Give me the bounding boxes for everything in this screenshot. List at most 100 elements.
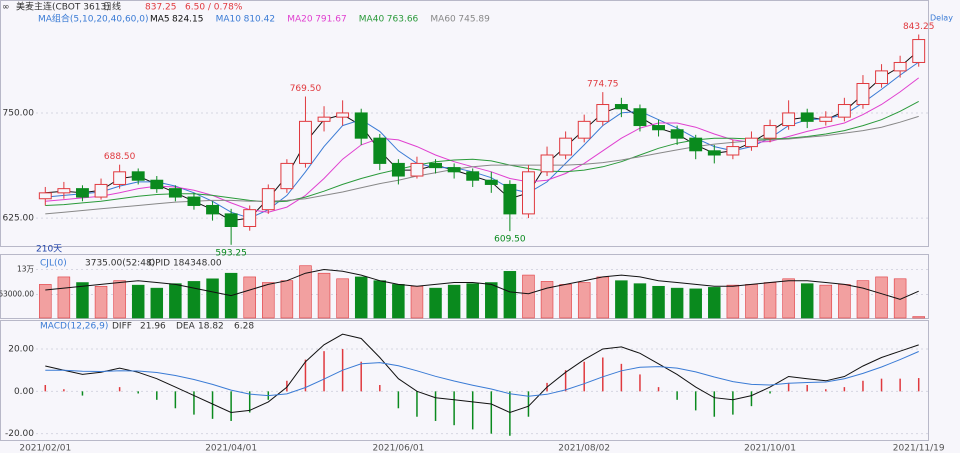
candle-body (280, 162, 294, 190)
macd-panel (0, 320, 929, 441)
extreme-label: 593.25 (215, 248, 247, 258)
volume-bar (800, 283, 814, 319)
oi-line (45, 268, 919, 300)
x-tick-label: 2021/04/01 (205, 444, 257, 453)
period[interactable]: 日线 (103, 1, 121, 13)
candle-body (206, 204, 219, 215)
candle-body (299, 120, 312, 164)
legend-name: MA5 (150, 15, 170, 25)
candle-body (429, 162, 442, 169)
candle-body (782, 112, 796, 127)
candle-body (596, 104, 610, 122)
volume-bar (633, 283, 647, 319)
volume-bar (57, 276, 71, 319)
volume-bar (410, 285, 424, 319)
volume-bar (336, 278, 349, 319)
volume-bar (503, 271, 517, 319)
volume-bar (466, 283, 479, 319)
candle-body (819, 116, 833, 122)
candle-body (800, 112, 814, 122)
macd-title[interactable]: MACD(12,26,9) (40, 322, 108, 332)
volume-bar (447, 284, 461, 319)
volume-bar (392, 284, 405, 319)
volume-bar (689, 288, 702, 319)
candle-body (763, 125, 777, 139)
legend-name: MA40 (359, 15, 385, 25)
candle-body (150, 179, 164, 190)
volume-bar (76, 282, 89, 319)
extreme-label: 774.75 (587, 80, 619, 90)
volume-bar (373, 280, 387, 319)
volume-caption: 3735.00(52:48) (85, 259, 155, 269)
volume-bar (540, 281, 554, 319)
y-tick-label: 20.00 (8, 345, 34, 355)
volume-bar (763, 282, 777, 319)
candle-body (577, 120, 591, 139)
volume-bar (187, 281, 201, 319)
volume-bar (280, 280, 294, 319)
candle-body (76, 188, 89, 198)
macd-line (45, 351, 919, 397)
price-change: 6.50 / 0.78% (185, 3, 243, 13)
candle-body (354, 112, 368, 139)
y-tick-label: 0.00 (14, 387, 34, 397)
volume-bar (838, 284, 851, 319)
candle-body (131, 171, 145, 181)
volume-bar (912, 316, 925, 319)
candle-body (912, 39, 926, 63)
candle-body (466, 171, 480, 181)
candle-body (707, 150, 721, 156)
volume-panel (0, 254, 929, 319)
volume-bar (113, 280, 126, 319)
volume-bar (577, 282, 591, 319)
volume-bar (169, 283, 182, 319)
candle-body (503, 183, 517, 215)
volume-bar (131, 284, 145, 319)
volume-bar (670, 287, 684, 319)
candle-body (243, 209, 257, 227)
volume-bar (317, 272, 331, 319)
volume-bar (39, 284, 52, 319)
extreme-label: 769.50 (290, 84, 322, 94)
candle-body (261, 188, 275, 211)
legend-name: MA10 (216, 15, 242, 25)
volume-bar (893, 278, 907, 319)
x-tick-label: 2021/08/02 (558, 444, 610, 453)
candle-body (726, 146, 740, 156)
legend-value: 791.67 (315, 15, 347, 25)
menu-icon[interactable]: ∞ (2, 3, 10, 13)
legend-value: 763.66 (387, 15, 419, 25)
volume-bar (615, 280, 628, 319)
candle-body (187, 196, 201, 206)
candle-body (875, 70, 888, 84)
price-panel (0, 0, 929, 247)
legend-value: 824.15 (172, 15, 204, 25)
volume-bar (150, 287, 164, 319)
candle-body (484, 179, 498, 185)
volume-bar (819, 284, 833, 319)
y-tick-label: 63000.00 (0, 289, 34, 298)
legend-value: 18.82 (198, 322, 224, 332)
ma-caption[interactable]: MA组合(5,10,20,40,60,0) (38, 13, 149, 25)
ma-line (45, 100, 919, 206)
volume-bar (262, 282, 275, 319)
candle-body (336, 112, 350, 118)
volume-bar (485, 282, 498, 319)
symbol-title: 美麦主连(CBOT 3613) (16, 1, 110, 13)
volume-bar (856, 280, 870, 319)
volume-bar (354, 276, 368, 319)
volume-bar (726, 284, 740, 319)
volume-bar (94, 285, 108, 319)
days-label: 210天 (36, 245, 62, 255)
candle-body (893, 61, 907, 72)
candle-body (522, 171, 535, 215)
candle-body (317, 116, 331, 122)
ma-line (45, 115, 919, 215)
candle-body (38, 192, 52, 200)
x-tick-label: 2021/11/19 (893, 444, 945, 453)
candle-body (391, 162, 405, 177)
candle-body (540, 154, 554, 173)
candle-body (670, 129, 684, 139)
volume-title[interactable]: CJL(0) (40, 259, 67, 269)
legend-value: 21.96 (140, 322, 166, 332)
